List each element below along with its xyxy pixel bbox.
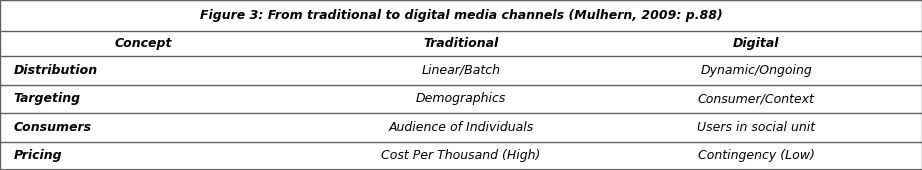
Text: Concept: Concept bbox=[114, 37, 171, 50]
Text: Digital: Digital bbox=[733, 37, 779, 50]
Text: Contingency (Low): Contingency (Low) bbox=[698, 149, 814, 162]
Text: Dynamic/Ongoing: Dynamic/Ongoing bbox=[700, 64, 812, 77]
Text: Targeting: Targeting bbox=[14, 92, 81, 105]
Text: Cost Per Thousand (High): Cost Per Thousand (High) bbox=[382, 149, 540, 162]
Text: Audience of Individuals: Audience of Individuals bbox=[388, 121, 534, 134]
Text: Linear/Batch: Linear/Batch bbox=[421, 64, 501, 77]
Text: Consumers: Consumers bbox=[14, 121, 92, 134]
Text: Users in social unit: Users in social unit bbox=[697, 121, 815, 134]
Text: Demographics: Demographics bbox=[416, 92, 506, 105]
Text: Pricing: Pricing bbox=[14, 149, 63, 162]
Text: Figure 3: From traditional to digital media channels (Mulhern, 2009: p.88): Figure 3: From traditional to digital me… bbox=[200, 9, 722, 22]
Text: Traditional: Traditional bbox=[423, 37, 499, 50]
Text: Consumer/Context: Consumer/Context bbox=[698, 92, 814, 105]
Text: Distribution: Distribution bbox=[14, 64, 98, 77]
